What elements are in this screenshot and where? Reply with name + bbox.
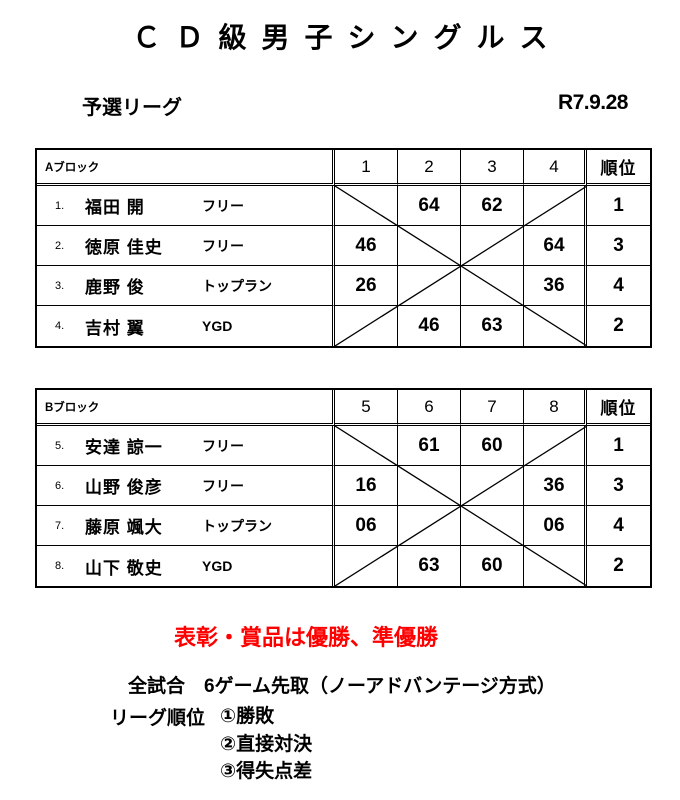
player-cell: 5. 安達 諒一 フリー [37, 426, 335, 466]
player-number: 1. [55, 199, 65, 212]
player-name: 山野 俊彦 [85, 478, 163, 497]
player-cell: 1. 福田 開 フリー [37, 186, 335, 226]
score-cell [398, 266, 461, 306]
player-number: 3. [55, 279, 65, 292]
player-cell: 6. 山野 俊彦 フリー [37, 466, 335, 506]
award-note: 表彰・賞品は優勝、準優勝 [173, 625, 438, 650]
score-cell [524, 186, 587, 226]
score-cell [461, 266, 524, 306]
player-team: フリー [202, 237, 244, 254]
player-name: 吉村 翼 [85, 318, 145, 338]
player-team: フリー [202, 437, 244, 454]
player-name: 福田 開 [85, 198, 145, 217]
player-cell: 8. 山下 敬史 YGD [37, 546, 335, 586]
col-header: 7 [461, 390, 524, 426]
block-b-label: Bブロック [37, 390, 335, 426]
ranking-criterion: ①勝敗 [220, 706, 275, 727]
player-number: 7. [55, 519, 65, 532]
score-cell [461, 226, 524, 266]
ranking-criterion: ③得失点差 [220, 761, 313, 782]
score-cell [524, 426, 587, 466]
score-cell: 36 [524, 466, 587, 506]
col-header: 8 [524, 390, 587, 426]
rank-cell: 4 [587, 506, 650, 546]
score-cell [335, 546, 398, 586]
score-cell [524, 546, 587, 586]
player-team: フリー [202, 477, 244, 494]
block-a-table: Aブロック 1 2 3 4 順位 1. 福田 開 フリー 64 62 1 2. … [35, 148, 652, 348]
score-cell: 62 [461, 186, 524, 226]
player-name: 安達 諒一 [85, 438, 163, 457]
rank-cell: 1 [587, 426, 650, 466]
rank-column-header: 順位 [587, 150, 650, 186]
rank-cell: 2 [613, 315, 624, 336]
player-name: 鹿野 俊 [85, 278, 145, 297]
rank-cell: 3 [587, 226, 650, 266]
col-header: 3 [461, 150, 524, 186]
score-cell: 06 [524, 506, 587, 546]
score-cell: 06 [335, 506, 398, 546]
block-a-label: Aブロック [37, 150, 335, 186]
player-team: フリー [202, 197, 244, 214]
score-cell: 16 [335, 466, 398, 506]
player-team: YGD [202, 318, 233, 334]
rank-cell: 1 [587, 186, 650, 226]
score-cell: 36 [524, 266, 587, 306]
score-cell: 61 [398, 426, 461, 466]
score-cell: 46 [398, 306, 461, 346]
score-cell: 60 [461, 546, 524, 586]
page-title: ＣＤ級男子シングルス [132, 22, 563, 53]
score-cell [398, 506, 461, 546]
col-header: 6 [398, 390, 461, 426]
league-ranking-criteria: ①勝敗 ②直接対決 ③得失点差 [220, 703, 312, 786]
col-header: 5 [335, 390, 398, 426]
player-name: 山下 敬史 [85, 558, 163, 578]
player-cell: 2. 徳原 佳史 フリー [37, 226, 335, 266]
score-cell: 64 [524, 226, 587, 266]
score-cell: 63 [398, 546, 461, 586]
score-cell: 63 [461, 306, 524, 346]
col-header: 2 [398, 150, 461, 186]
player-team: トップラン [202, 277, 272, 294]
score-cell: 26 [335, 266, 398, 306]
player-team: トップラン [202, 517, 272, 534]
score-cell: 46 [335, 226, 398, 266]
player-cell: 4. 吉村 翼 YGD [37, 306, 335, 346]
player-number: 8. [55, 560, 65, 572]
league-ranking-label: リーグ順位 [110, 708, 206, 729]
rank-column-header: 順位 [587, 390, 650, 426]
player-cell: 3. 鹿野 俊 トップラン [37, 266, 335, 306]
col-header: 1 [335, 150, 398, 186]
event-date: R7.9.28 [557, 91, 629, 114]
player-team: YGD [202, 558, 233, 574]
subtitle-preliminary-league: 予選リーグ [82, 97, 182, 119]
score-cell [524, 306, 587, 346]
player-number: 2. [55, 239, 65, 252]
player-name: 徳原 佳史 [85, 238, 163, 257]
score-cell [335, 186, 398, 226]
score-cell [335, 306, 398, 346]
player-name: 藤原 颯大 [85, 518, 163, 537]
col-header: 4 [524, 150, 587, 186]
rank-cell: 4 [587, 266, 650, 306]
score-cell [398, 226, 461, 266]
player-number: 5. [55, 439, 65, 452]
rank-cell: 2 [613, 555, 624, 576]
player-number: 4. [55, 320, 65, 332]
score-cell: 60 [461, 426, 524, 466]
player-cell: 7. 藤原 颯大 トップラン [37, 506, 335, 546]
ranking-criterion: ②直接対決 [220, 733, 313, 755]
block-b-table: Bブロック 5 6 7 8 順位 5. 安達 諒一 フリー 61 60 1 6.… [35, 388, 652, 588]
match-rule-note: 全試合 6ゲーム先取（ノーアドバンテージ方式） [128, 676, 556, 697]
score-cell [335, 426, 398, 466]
score-cell [398, 466, 461, 506]
score-cell [461, 506, 524, 546]
score-cell [461, 466, 524, 506]
score-cell: 64 [398, 186, 461, 226]
player-number: 6. [55, 479, 65, 492]
rank-cell: 3 [587, 466, 650, 506]
